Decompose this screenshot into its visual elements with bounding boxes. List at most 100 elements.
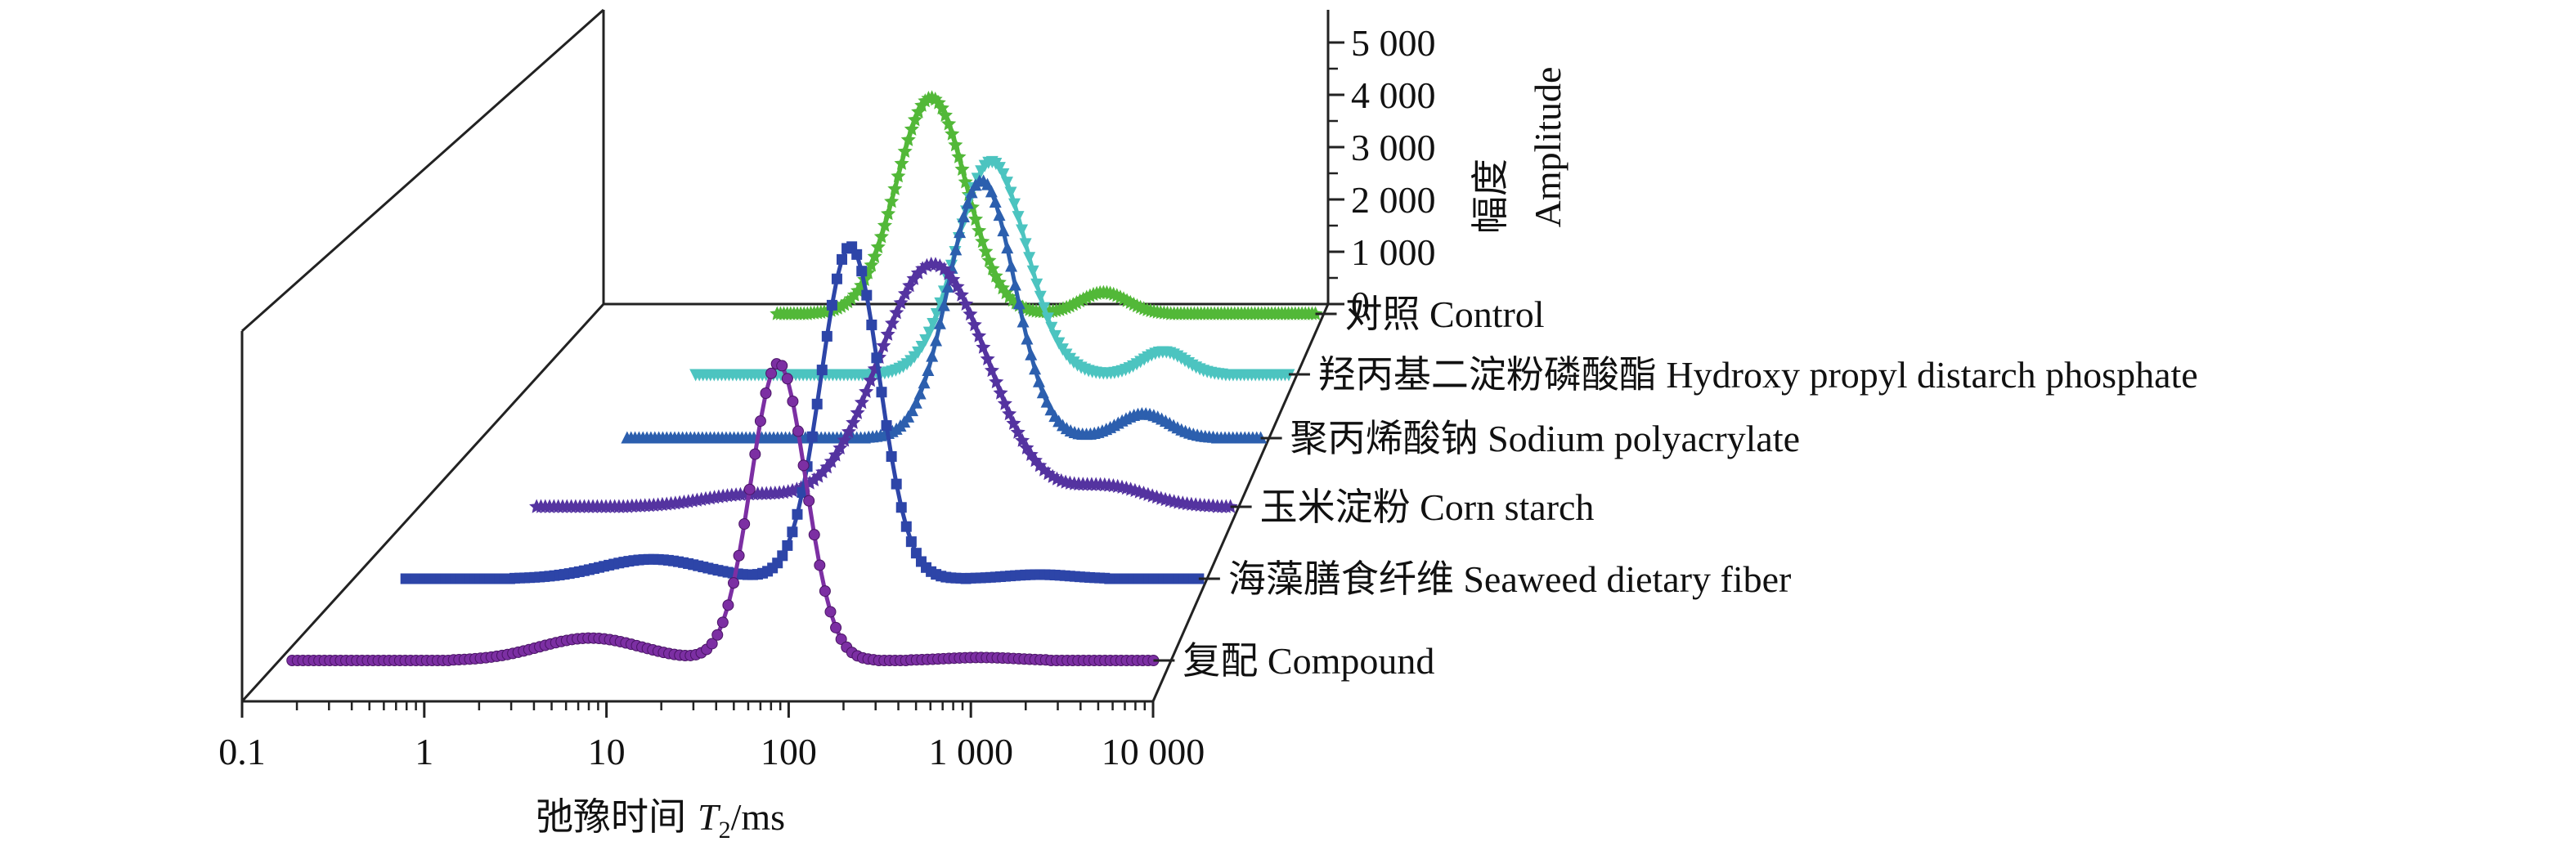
series-trace <box>400 241 1205 584</box>
data-point <box>984 362 999 378</box>
data-point <box>711 629 724 641</box>
series-labels: 对照 Control 羟丙基二淀粉磷酸酯 Hydroxy propyl dista… <box>1153 293 2198 682</box>
data-point <box>876 387 887 398</box>
data-point <box>859 383 874 398</box>
data-point <box>891 478 902 490</box>
data-point <box>856 266 868 277</box>
data-point <box>837 432 852 447</box>
data-point <box>915 261 931 275</box>
data-point <box>885 316 900 330</box>
data-point <box>814 559 826 571</box>
data-point <box>782 539 793 551</box>
data-point <box>716 616 729 629</box>
z-axis-title-cn: 幅度 <box>1470 159 1511 234</box>
data-point <box>824 606 837 618</box>
data-point <box>722 599 734 611</box>
data-point <box>889 305 904 320</box>
data-point <box>808 529 820 541</box>
data-point <box>910 265 926 280</box>
data-point <box>907 112 922 127</box>
data-point <box>877 217 892 232</box>
data-point <box>900 521 912 532</box>
series-label: 对照 Control <box>1345 293 1545 335</box>
x-axis-title-prefix: 弛豫时间 <box>536 796 686 838</box>
data-point <box>1000 177 1013 190</box>
data-point <box>828 447 844 462</box>
data-point <box>985 185 998 198</box>
data-point <box>1008 198 1021 211</box>
data-point <box>993 385 1008 400</box>
data-point <box>1032 374 1045 387</box>
data-point <box>910 548 922 559</box>
data-point <box>1026 265 1039 278</box>
data-point <box>728 577 740 589</box>
data-point <box>893 295 909 310</box>
series-label: 海藻膳食纤维 Seaweed dietary fiber <box>1228 558 1792 600</box>
data-point <box>886 450 897 462</box>
x-axis-title-var: T <box>698 796 721 838</box>
data-point <box>993 162 1006 175</box>
data-point <box>803 495 815 507</box>
data-point <box>738 518 751 530</box>
series-trace <box>770 90 1323 320</box>
data-point <box>1023 252 1036 265</box>
data-point <box>837 253 848 265</box>
data-point <box>930 334 943 347</box>
data-point <box>965 186 978 199</box>
data-point <box>926 349 939 362</box>
series-label: 玉米淀粉 Corn starch <box>1260 486 1595 528</box>
data-point <box>941 116 957 131</box>
z-tick-label: 2 000 <box>1351 179 1436 221</box>
data-point <box>972 328 987 342</box>
data-point <box>880 326 895 341</box>
data-point <box>976 339 991 354</box>
data-point <box>918 376 931 389</box>
data-point <box>851 248 863 260</box>
data-point <box>1012 297 1025 310</box>
data-point <box>1016 315 1030 328</box>
data-point <box>968 211 984 226</box>
data-point <box>841 423 856 439</box>
data-point <box>927 318 940 331</box>
data-point <box>870 239 886 253</box>
data-point <box>909 396 922 409</box>
data-point <box>905 536 917 548</box>
series-line <box>292 361 1154 663</box>
data-point <box>850 405 865 419</box>
data-point <box>1048 329 1061 342</box>
data-point <box>806 431 818 442</box>
data-point <box>963 307 978 321</box>
data-point <box>816 365 828 376</box>
z-tick-label: 0 <box>1351 284 1370 325</box>
data-point <box>972 222 987 238</box>
data-point <box>897 286 913 301</box>
data-point <box>810 468 826 483</box>
data-point <box>743 483 756 495</box>
bottom-right-edge <box>1151 303 1330 702</box>
data-point <box>958 296 974 311</box>
data-point <box>922 326 936 339</box>
data-point <box>873 229 889 244</box>
data-point <box>881 420 892 432</box>
data-point <box>1005 259 1018 272</box>
data-point <box>733 549 745 562</box>
z-tick-label: 4 000 <box>1351 74 1436 116</box>
data-point <box>871 352 882 364</box>
data-point <box>760 387 772 399</box>
data-point <box>831 273 842 284</box>
x-tick-label: 1 000 <box>928 731 1013 772</box>
data-point <box>811 398 823 410</box>
data-point <box>884 194 900 208</box>
data-point <box>1029 362 1042 375</box>
data-point <box>895 502 907 513</box>
data-point <box>1052 337 1066 350</box>
x-tick-label: 1 <box>415 731 433 772</box>
data-point <box>835 633 847 645</box>
data-point <box>894 155 909 170</box>
data-point <box>906 271 922 285</box>
data-point <box>954 226 967 239</box>
data-point <box>1019 238 1032 251</box>
data-point <box>819 459 835 474</box>
series-label: 聚丙烯酸钠 Sodium polyacrylate <box>1290 418 1800 459</box>
